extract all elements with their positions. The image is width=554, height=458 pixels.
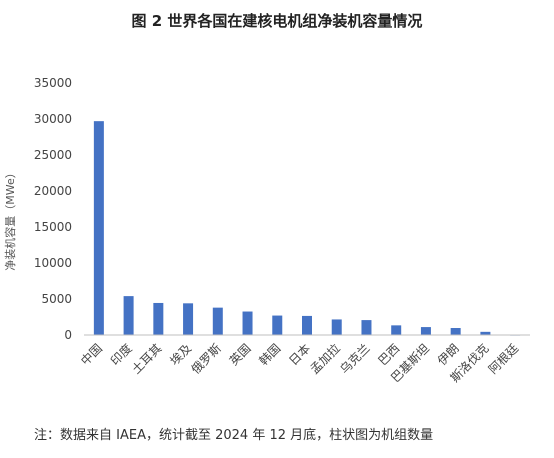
x-tick-label: 阿根廷 (486, 341, 521, 376)
x-tick-label: 孟加拉 (307, 341, 343, 377)
x-tick-label: 乌克兰 (337, 341, 373, 377)
bar-13 (480, 331, 491, 335)
y-tick-label: 25000 (34, 148, 72, 162)
y-tick-label: 30000 (34, 112, 72, 126)
y-tick-label: 20000 (34, 184, 72, 198)
bar-3 (183, 303, 194, 335)
bar-0 (93, 121, 104, 335)
bar-7 (302, 315, 312, 335)
x-tick-label: 英国 (227, 341, 254, 368)
x-tick-label: 土耳其 (129, 341, 164, 376)
bars-group (93, 121, 521, 336)
y-tick-label: 0 (64, 328, 72, 342)
footnote: 注：数据来自 IAEA，统计截至 2024 年 12 月底，柱状图为机组数量 (34, 428, 434, 443)
y-axis: 0 5000 10000 15000 20000 25000 30000 35000 (34, 76, 72, 342)
y-axis-label: 净装机容量（MWe） (3, 167, 17, 271)
bar-9 (361, 320, 372, 335)
bar-2 (153, 302, 164, 335)
y-tick-label: 5000 (41, 292, 72, 306)
x-tick-label: 俄罗斯 (189, 341, 224, 376)
y-tick-label: 10000 (34, 256, 72, 270)
x-tick-label: 韩国 (256, 341, 284, 369)
bar-11 (420, 327, 431, 335)
bar-1 (123, 296, 134, 335)
bar-8 (331, 319, 342, 335)
y-tick-label: 15000 (34, 220, 72, 234)
y-tick-label: 35000 (34, 76, 72, 90)
chart-title: 图 2 世界各国在建核电机组净装机容量情况 (131, 12, 423, 30)
bar-5 (242, 311, 253, 335)
bar-12 (450, 328, 461, 335)
bar-4 (212, 307, 223, 335)
bar-10 (391, 325, 402, 335)
bar-6 (272, 315, 283, 335)
x-tick-label: 中国 (77, 341, 105, 369)
